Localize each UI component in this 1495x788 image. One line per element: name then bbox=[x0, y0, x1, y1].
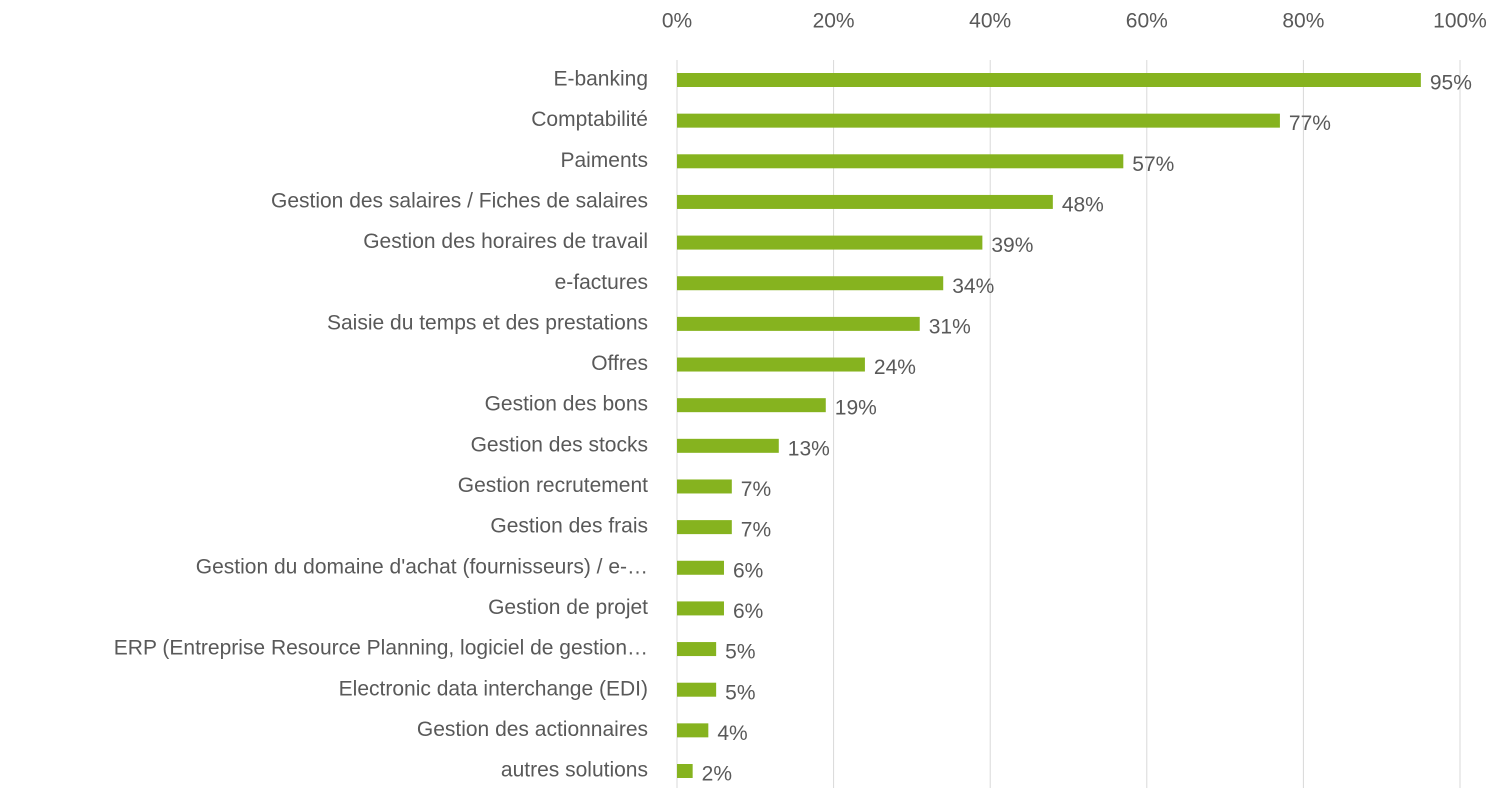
bar bbox=[677, 723, 709, 738]
x-tick-label: 80% bbox=[1282, 10, 1324, 33]
y-tick-label: E-banking bbox=[553, 68, 648, 91]
data-label: 95% bbox=[1430, 72, 1472, 95]
data-label: 19% bbox=[835, 397, 877, 420]
bar bbox=[677, 682, 717, 697]
bar bbox=[677, 316, 920, 331]
y-tick-label: Gestion des actionnaires bbox=[417, 718, 648, 741]
data-label: 13% bbox=[788, 437, 830, 460]
data-label: 57% bbox=[1132, 153, 1174, 176]
y-tick-label: Paiments bbox=[560, 149, 648, 172]
data-label: 31% bbox=[929, 315, 971, 338]
bar bbox=[677, 276, 944, 291]
bar bbox=[677, 235, 983, 250]
x-tick-label: 20% bbox=[813, 10, 855, 33]
data-label: 7% bbox=[741, 519, 771, 542]
data-label: 5% bbox=[725, 681, 755, 704]
y-tick-label: Gestion des frais bbox=[490, 515, 648, 538]
data-label: 24% bbox=[874, 356, 916, 379]
data-label: 6% bbox=[733, 600, 763, 623]
y-tick-label: Gestion des bons bbox=[485, 393, 648, 416]
y-tick-label: Gestion du domaine d'achat (fournisseurs… bbox=[196, 555, 648, 578]
y-tick-label: ERP (Entreprise Resource Planning, logic… bbox=[114, 637, 648, 660]
data-label: 77% bbox=[1289, 112, 1331, 135]
y-tick-label: Saisie du temps et des prestations bbox=[327, 311, 648, 334]
x-tick-label: 0% bbox=[662, 10, 692, 33]
data-label: 2% bbox=[702, 763, 732, 786]
bar bbox=[677, 764, 693, 778]
y-tick-label: autres solutions bbox=[501, 759, 648, 782]
bar bbox=[677, 398, 826, 413]
data-label: 4% bbox=[717, 722, 747, 745]
bar bbox=[677, 154, 1124, 169]
y-tick-label: e-factures bbox=[555, 271, 648, 294]
data-label: 6% bbox=[733, 559, 763, 582]
y-tick-label: Gestion des stocks bbox=[471, 433, 648, 456]
bar bbox=[677, 113, 1280, 128]
y-tick-label: Gestion de projet bbox=[488, 596, 648, 619]
bar bbox=[677, 357, 865, 372]
y-tick-label: Gestion des salaires / Fiches de salaire… bbox=[271, 189, 648, 212]
bar bbox=[677, 601, 724, 616]
bar bbox=[677, 642, 717, 657]
y-tick-label: Gestion recrutement bbox=[458, 474, 648, 497]
x-tick-label: 40% bbox=[969, 10, 1011, 33]
bar bbox=[677, 194, 1053, 209]
bar bbox=[677, 560, 724, 575]
x-tick-label: 100% bbox=[1433, 10, 1487, 33]
data-label: 39% bbox=[991, 234, 1033, 257]
x-tick-label: 60% bbox=[1126, 10, 1168, 33]
y-tick-label: Gestion des horaires de travail bbox=[363, 230, 648, 253]
data-label: 48% bbox=[1062, 193, 1104, 216]
bar bbox=[677, 73, 1421, 87]
y-tick-label: Offres bbox=[591, 352, 648, 375]
bar bbox=[677, 438, 779, 453]
data-label: 34% bbox=[952, 275, 994, 298]
bar bbox=[677, 479, 732, 494]
y-tick-label: Comptabilité bbox=[531, 108, 648, 131]
bar bbox=[677, 520, 732, 535]
data-label: 7% bbox=[741, 478, 771, 501]
y-tick-label: Electronic data interchange (EDI) bbox=[339, 677, 648, 700]
data-label: 5% bbox=[725, 641, 755, 664]
